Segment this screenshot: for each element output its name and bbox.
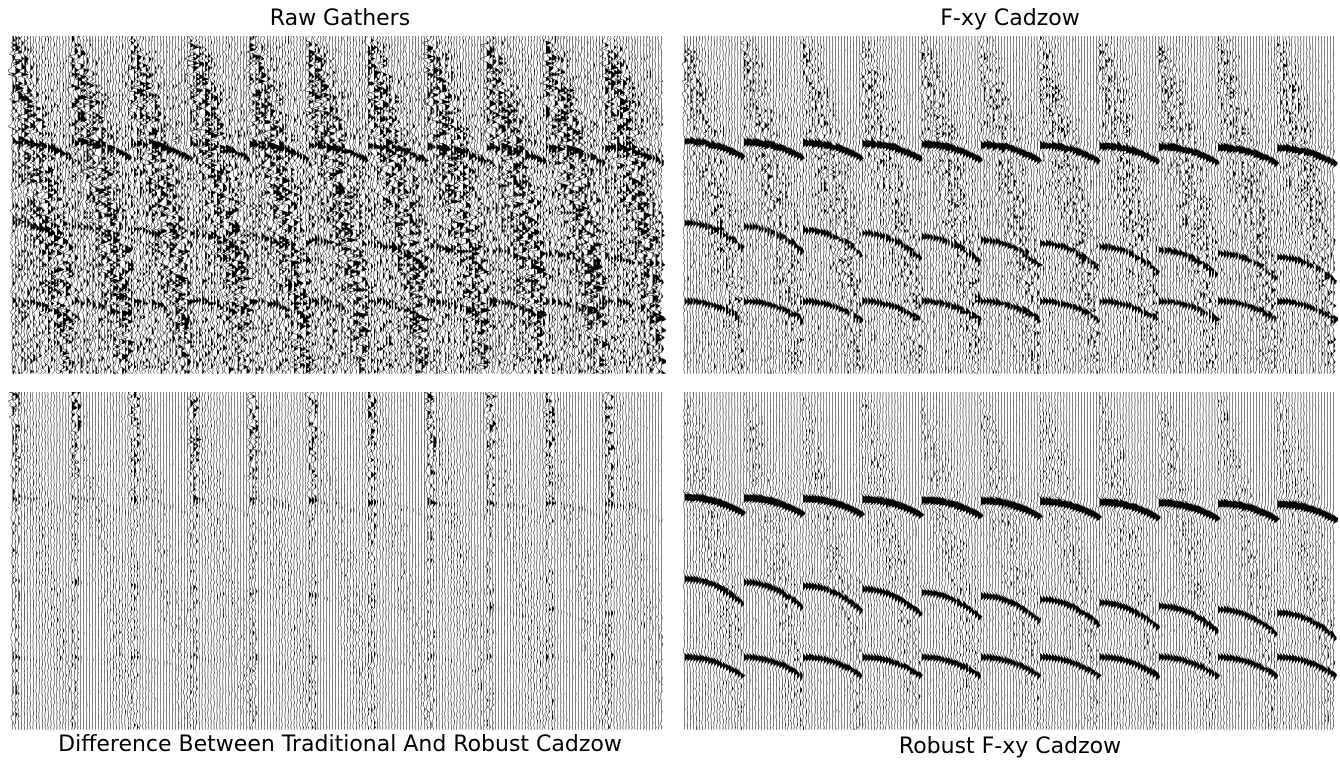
wiggle-traces bbox=[8, 392, 663, 730]
difference-svg bbox=[8, 392, 666, 732]
wiggle-traces bbox=[682, 36, 1338, 374]
fxy-cadzow-wiggle-plot bbox=[680, 36, 1338, 376]
raw-gathers-title: Raw Gathers bbox=[8, 6, 672, 32]
raw-gathers-wiggle-plot bbox=[8, 36, 666, 376]
fxy-cadzow-svg bbox=[680, 36, 1338, 376]
wiggle-traces bbox=[8, 36, 666, 374]
difference-wiggle-plot bbox=[8, 392, 666, 732]
robust-fxy-cadzow-wiggle-plot bbox=[680, 392, 1338, 732]
difference-title: Difference Between Traditional And Robus… bbox=[8, 732, 672, 758]
fxy-cadzow-title: F-xy Cadzow bbox=[680, 6, 1340, 32]
raw-gathers-svg bbox=[8, 36, 666, 376]
robust-fxy-cadzow-title: Robust F-xy Cadzow bbox=[680, 734, 1340, 760]
robust-fxy-cadzow-svg bbox=[680, 392, 1338, 732]
